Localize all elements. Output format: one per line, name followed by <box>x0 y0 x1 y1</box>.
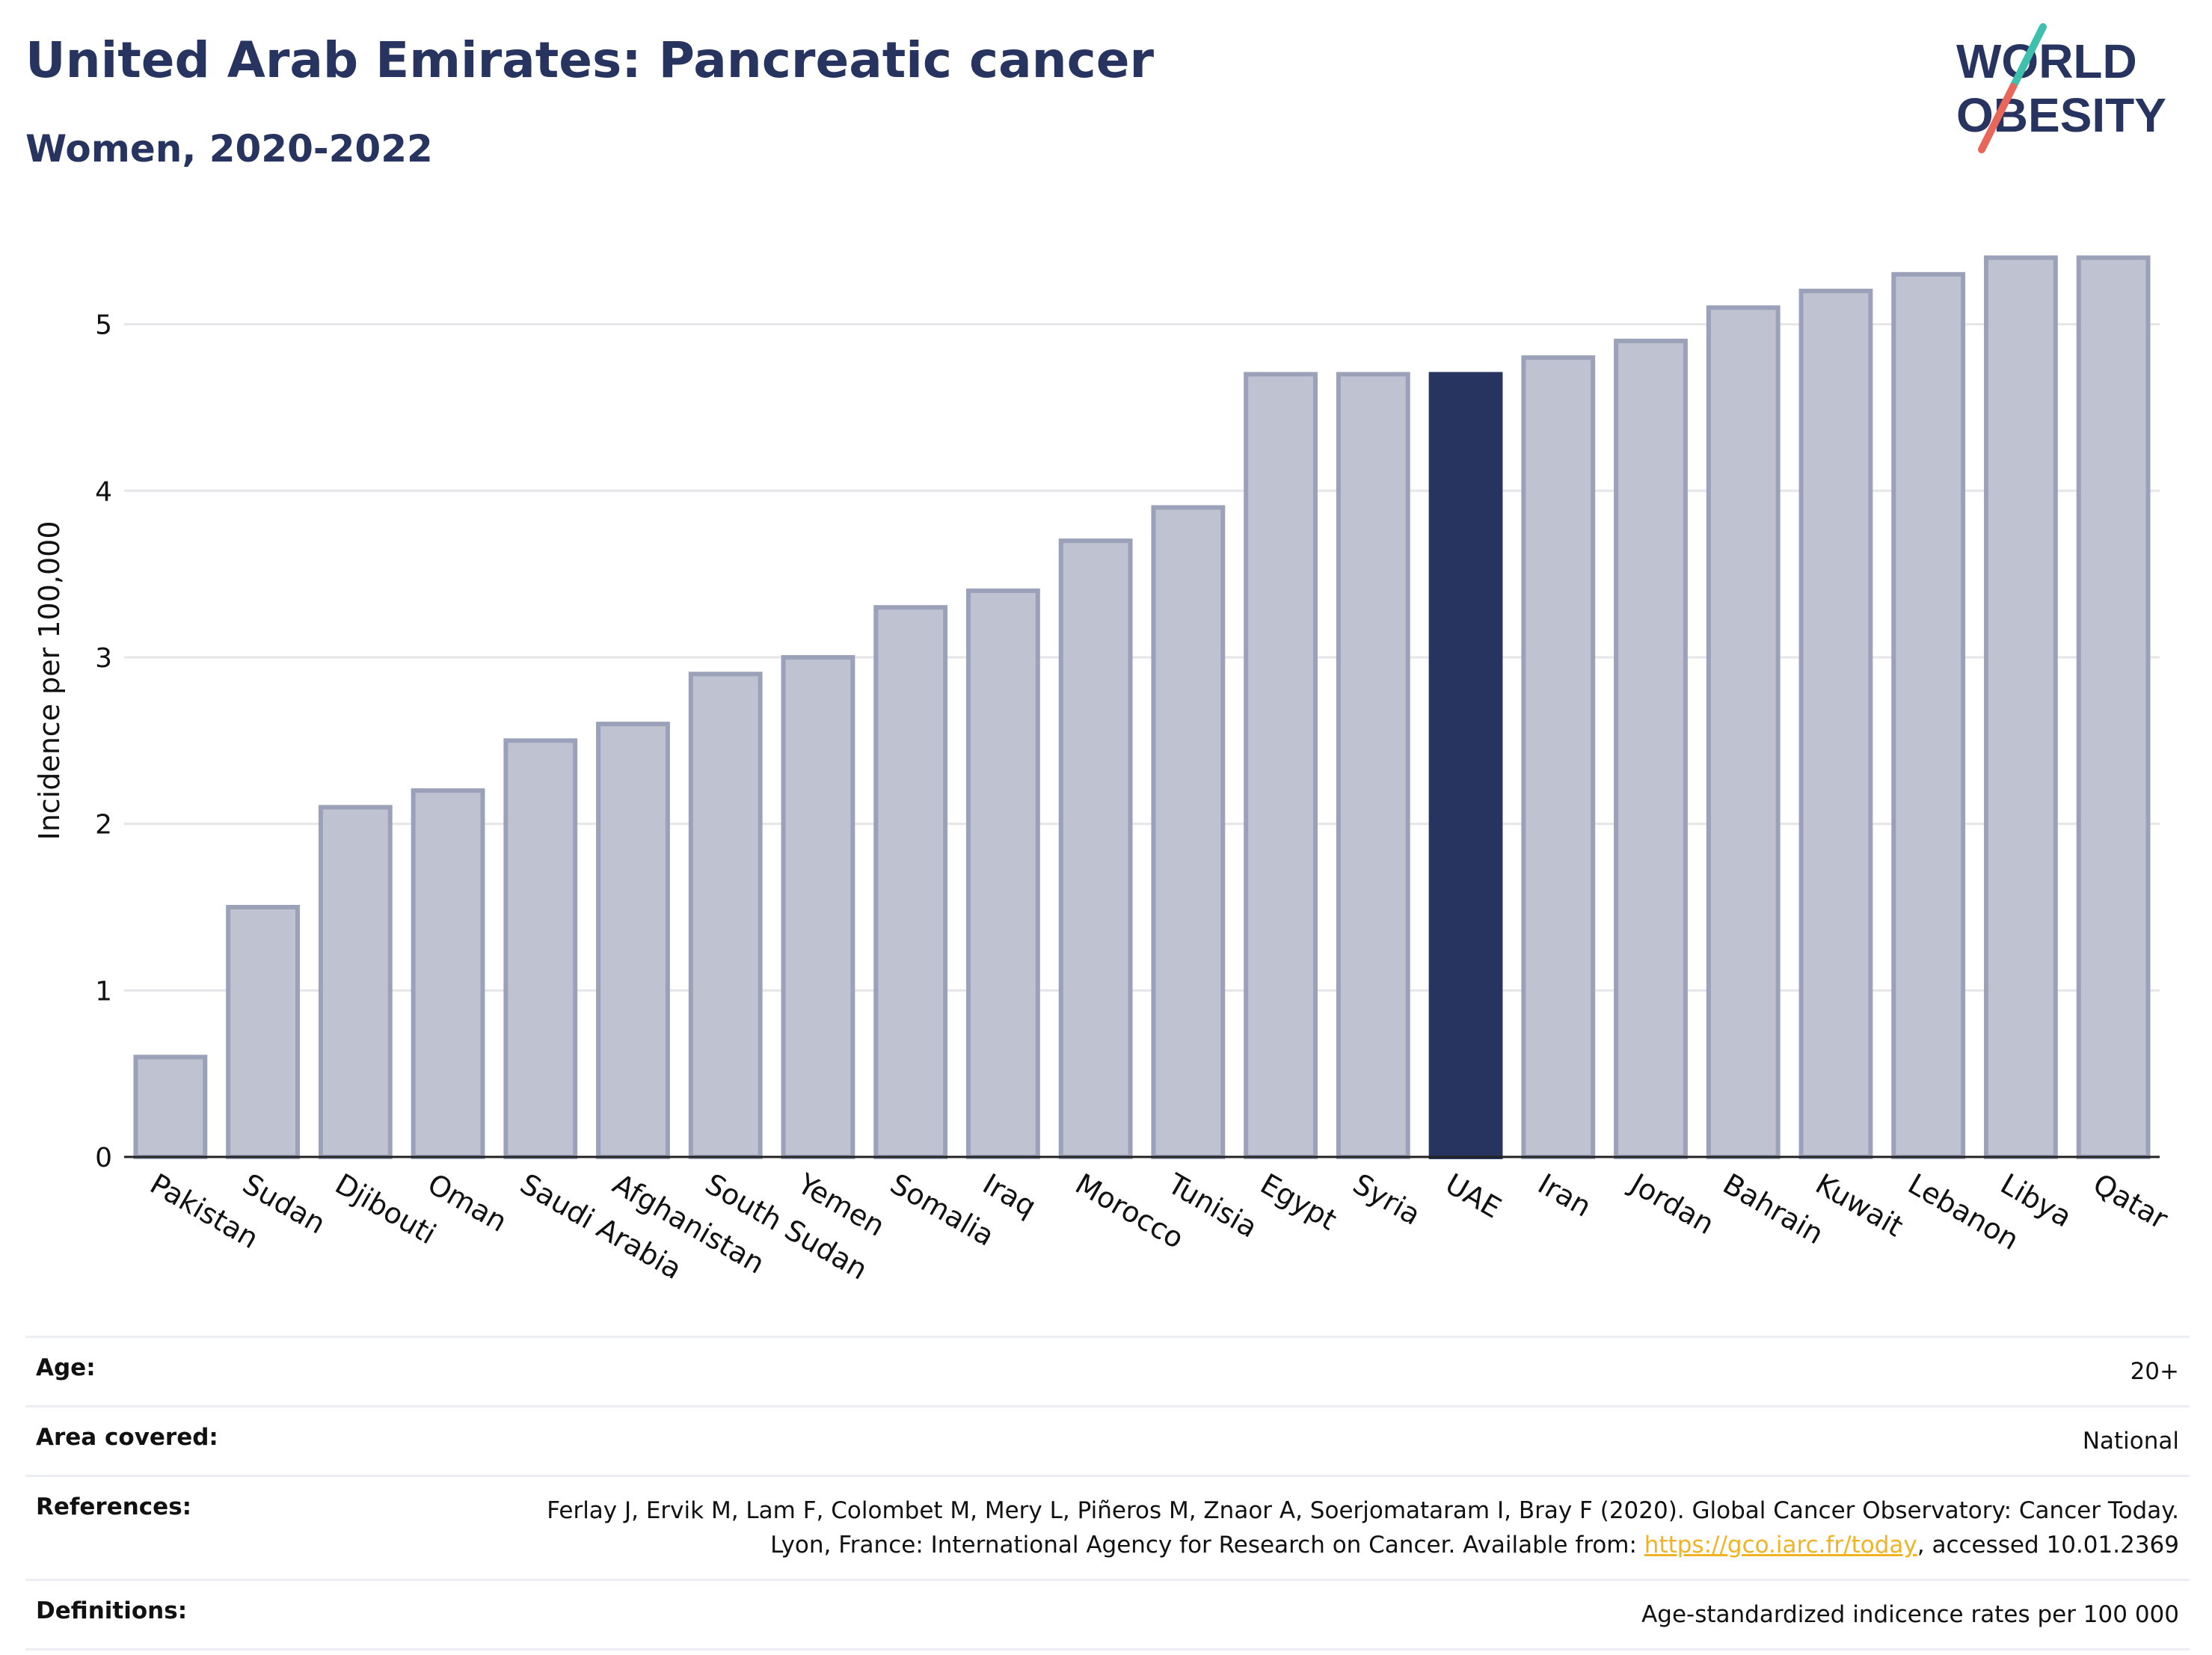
chart-subtitle: Women, 2020-2022 <box>25 127 433 171</box>
references-value: Ferlay J, Ervik M, Lam F, Colombet M, Me… <box>534 1493 2179 1562</box>
meta-row-age: Age: 20+ <box>25 1336 2190 1405</box>
bar-syria[interactable] <box>1336 372 1410 1159</box>
bar-sudan[interactable] <box>226 904 300 1160</box>
bar-lebanon[interactable] <box>1891 271 1966 1159</box>
bar-libya[interactable] <box>1984 255 2058 1159</box>
bar-south-sudan[interactable] <box>688 672 763 1159</box>
meta-row-definitions: Definitions: Age-standardized indicence … <box>25 1579 2190 1651</box>
logo-text-world: WORLD <box>1956 34 2137 88</box>
bar-iraq[interactable] <box>966 588 1040 1159</box>
age-label: Age: <box>36 1354 96 1381</box>
area-label: Area covered: <box>36 1424 218 1451</box>
bar-jordan[interactable] <box>1614 338 1688 1159</box>
y-axis-label: Incidence per 100,000 <box>33 521 66 841</box>
x-tick-label: Iraq <box>977 1167 1042 1223</box>
x-tick-label: Jordan <box>1623 1167 1719 1241</box>
bar-egypt[interactable] <box>1244 372 1318 1159</box>
x-tick-label: UAE <box>1440 1167 1507 1225</box>
bars <box>133 255 2151 1160</box>
x-tick-label: Kuwait <box>1810 1167 1908 1244</box>
references-label: References: <box>36 1493 192 1520</box>
y-tick-label: 1 <box>95 976 112 1007</box>
bar-iran[interactable] <box>1521 355 1596 1160</box>
x-tick-label: Somalia <box>885 1167 1000 1253</box>
world-obesity-logo: WORLD OBESITY <box>1956 23 2166 153</box>
meta-row-references: References: Ferlay J, Ervik M, Lam F, Co… <box>25 1475 2190 1579</box>
chart-title: United Arab Emirates: Pancreatic cancer <box>25 31 1155 89</box>
x-tick-label: Syria <box>1348 1167 1426 1232</box>
bar-somalia[interactable] <box>873 605 948 1159</box>
references-text: Ferlay J, Ervik M, Lam F, Colombet M, Me… <box>547 1497 2179 1559</box>
meta-row-area: Area covered: National <box>25 1405 2190 1475</box>
y-tick-label: 0 <box>95 1143 112 1173</box>
x-tick-label: Qatar <box>2088 1167 2174 1236</box>
x-tick-label: Egypt <box>1255 1167 1342 1237</box>
logo-slash-coral <box>1978 83 2017 153</box>
bar-yemen[interactable] <box>781 654 855 1159</box>
bar-uae[interactable] <box>1428 372 1503 1159</box>
bar-pakistan[interactable] <box>133 1054 208 1159</box>
bar-qatar[interactable] <box>2076 255 2151 1159</box>
logo-slash-teal <box>2009 23 2047 90</box>
metadata-table: Age: 20+ Area covered: National Referenc… <box>25 1336 2190 1651</box>
y-tick-label: 4 <box>95 476 112 507</box>
y-tick-label: 5 <box>95 310 112 341</box>
area-value: National <box>2082 1428 2179 1455</box>
references-link[interactable]: https://gco.iarc.fr/today <box>1644 1532 1917 1559</box>
bar-saudi-arabia[interactable] <box>503 738 578 1159</box>
x-tick-label: Bahrain <box>1718 1167 1829 1251</box>
bar-oman[interactable] <box>411 788 485 1160</box>
age-value: 20+ <box>2130 1358 2179 1385</box>
definitions-value: Age-standardized indicence rates per 100… <box>1641 1601 2179 1628</box>
bar-morocco[interactable] <box>1058 538 1133 1159</box>
bar-tunisia[interactable] <box>1151 505 1226 1159</box>
x-tick-label: Iran <box>1532 1167 1597 1223</box>
bar-bahrain[interactable] <box>1706 305 1781 1160</box>
bar-kuwait[interactable] <box>1798 289 1873 1160</box>
bar-afghanistan[interactable] <box>596 722 670 1159</box>
bar-djibouti[interactable] <box>318 805 393 1159</box>
y-tick-label: 2 <box>95 810 112 841</box>
references-suffix: , accessed 10.01.2369 <box>1917 1532 2179 1559</box>
y-tick-labels: 0 1 2 3 4 5 <box>95 310 112 1173</box>
x-tick-label: Djibouti <box>330 1167 442 1251</box>
definitions-label: Definitions: <box>36 1597 188 1624</box>
y-tick-label: 3 <box>95 643 112 674</box>
